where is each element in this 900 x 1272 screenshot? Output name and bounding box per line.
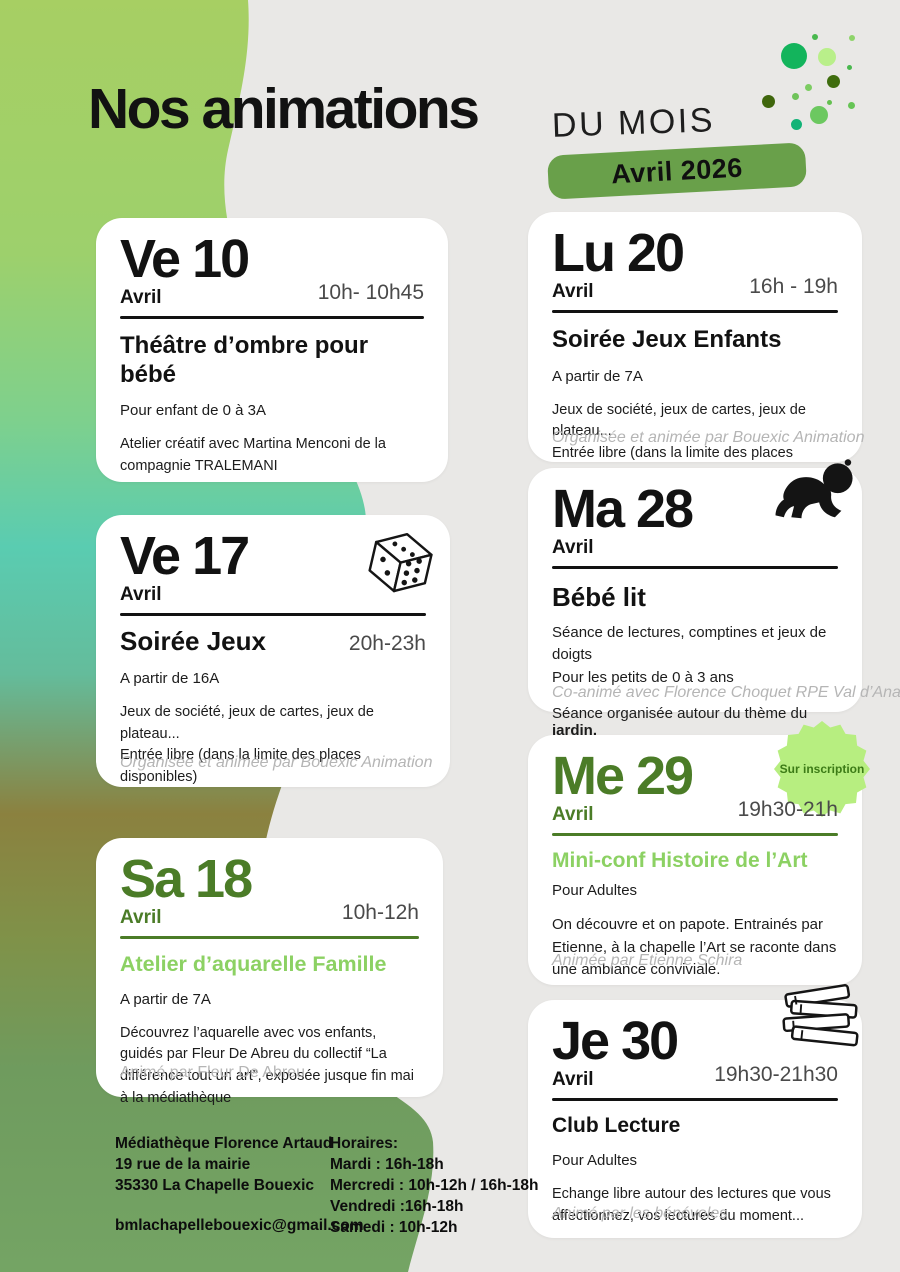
dot-icon: [848, 102, 855, 109]
event-time: 10h-12h: [341, 901, 419, 925]
hours-heading: Horaires:: [330, 1135, 399, 1152]
description-line: Jeux de société, jeux de cartes, jeux de…: [120, 703, 374, 742]
dot-icon: [762, 95, 775, 108]
event-day: Sa 18: [120, 849, 253, 909]
event-card-me29: Sur inscription Me 29 Avril 19h30-21h Mi…: [528, 721, 870, 985]
library-address-line1: 19 rue de la mairie: [115, 1156, 251, 1173]
event-day: Me 29: [552, 746, 694, 806]
divider: [552, 566, 838, 570]
event-title: Soirée Jeux: [120, 626, 266, 657]
event-month: Avril: [552, 804, 594, 826]
event-description: Jeux de société, jeux de cartes, jeux de…: [120, 702, 426, 789]
dot-icon: [791, 119, 802, 130]
event-title: Soirée Jeux Enfants: [552, 326, 782, 354]
event-day: Ma 28: [552, 479, 694, 539]
event-title: Bébé lit: [552, 582, 646, 613]
event-audience: A partir de 7A: [120, 990, 211, 1008]
event-credit: Organisée et animée par Bouexic Animatio…: [120, 754, 433, 771]
event-month: Avril: [120, 287, 162, 309]
event-month: Avril: [120, 907, 162, 929]
description-line: Pour les petits de 0 à 3 ans: [552, 668, 734, 686]
event-description: Découvrez l’aquarelle avec vos enfants, …: [120, 1024, 414, 1106]
divider: [552, 833, 838, 837]
page-title: Nos animations: [88, 77, 480, 141]
event-month: Avril: [120, 584, 162, 606]
event-credit: Animé par les bénévoles: [552, 1205, 728, 1222]
event-audience: A partir de 7A: [552, 367, 643, 385]
event-time: 19h30-21h30: [714, 1063, 838, 1087]
dot-icon: [810, 106, 828, 124]
event-description: Séance de lectures, comptines et jeux de…: [552, 622, 838, 690]
page-subtitle: DU MOIS: [551, 101, 716, 145]
description-line: Jeux de société, jeux de cartes, jeux de…: [552, 401, 806, 440]
registration-seal-icon: Sur inscription: [774, 721, 870, 817]
baby-icon: [775, 459, 853, 519]
event-credit: Animé par Fleur De Abreu: [120, 1064, 305, 1081]
dot-icon: [849, 35, 855, 41]
seal-label: Sur inscription: [780, 762, 865, 776]
event-audience: Pour Adultes: [552, 882, 638, 900]
hours-line: Mardi : 16h-18h: [330, 1156, 444, 1173]
description-line: Séance de lectures, comptines et jeux de…: [552, 623, 827, 664]
event-month: Avril: [552, 281, 594, 303]
month-badge-label: Avril 2026: [610, 152, 744, 189]
dot-icon: [792, 93, 799, 100]
library-name: Médiathèque Florence Artaud: [115, 1135, 333, 1152]
event-description: Atelier créatif avec Martina Menconi de …: [120, 435, 386, 474]
dot-icon: [812, 34, 818, 40]
event-card-lu20: Lu 20 Avril 16h - 19h Soirée Jeux Enfant…: [528, 212, 865, 483]
event-time: 16h - 19h: [749, 275, 838, 299]
event-card-je30: Je 30 Avril 19h30-21h30 Club Lecture Pou…: [528, 984, 862, 1238]
event-card-ma28: Ma 28 Avril Bébé lit Séance de lectures,…: [528, 459, 900, 739]
event-month: Avril: [552, 537, 594, 559]
dot-icon: [827, 100, 832, 105]
event-title: Club Lecture: [552, 1114, 681, 1138]
dot-icon: [781, 43, 807, 69]
dots-decoration: [755, 30, 865, 135]
event-credit: Animée par Etienne Schira: [552, 952, 743, 969]
event-audience: Pour enfant de 0 à 3A: [120, 401, 266, 419]
divider: [552, 310, 838, 314]
event-day: Je 30: [552, 1011, 679, 1071]
event-time: 19h30-21h: [737, 798, 838, 822]
event-description: Echange libre autour des lectures que vo…: [552, 1186, 831, 1224]
event-card-sa18: Sa 18 Avril 10h-12h Atelier d’aquarelle …: [96, 838, 443, 1106]
hours-line: Samedi : 10h-12h: [330, 1219, 458, 1236]
event-month: Avril: [552, 1069, 594, 1091]
event-card-ve17: Ve 17 Avril Soirée Jeux 20h-23h A partir…: [96, 515, 450, 787]
event-time: 10h- 10h45: [317, 281, 424, 305]
divider: [552, 1098, 838, 1102]
hours-line: Mercredi : 10h-12h / 16h-18h: [330, 1177, 539, 1194]
books-icon: [782, 984, 859, 1047]
theme-text: Séance organisée autour du thème du: [552, 705, 808, 723]
event-title: Mini-conf Histoire de l’Art: [552, 849, 808, 873]
event-credit: Organisée et animée par Bouexic Animatio…: [552, 429, 865, 446]
event-description: On découvre et on papote. Entrainés par …: [552, 916, 837, 979]
dot-icon: [847, 65, 852, 70]
event-credit: Co-animé avec Florence Choquet RPE Val d…: [552, 684, 900, 701]
event-card-ve10: Ve 10 Avril 10h- 10h45 Théâtre d’ombre p…: [96, 218, 448, 482]
description-line: Entrée libre (dans la limite des places …: [120, 747, 361, 786]
event-time: 20h-23h: [348, 632, 426, 656]
event-title: Théâtre d’ombre pour bébé: [120, 332, 369, 388]
event-audience: Pour Adultes: [552, 1152, 638, 1170]
event-day: Lu 20: [552, 223, 685, 283]
event-title: Atelier d’aquarelle Famille: [120, 952, 387, 977]
hours-line: Vendredi :16h-18h: [330, 1198, 464, 1215]
dot-icon: [805, 84, 812, 91]
divider: [120, 613, 426, 617]
dot-icon: [818, 48, 836, 66]
dot-icon: [827, 75, 840, 88]
opening-hours-block: Horaires: Mardi : 16h-18h Mercredi : 10h…: [330, 1133, 538, 1238]
dice-icon: [368, 533, 433, 593]
library-contact-block: Médiathèque Florence Artaud 19 rue de la…: [115, 1133, 364, 1236]
library-address-line2: 35330 La Chapelle Bouexic: [115, 1177, 315, 1194]
event-audience: A partir de 16A: [120, 669, 220, 687]
event-day: Ve 10: [120, 229, 250, 289]
divider: [120, 936, 419, 940]
divider: [120, 316, 424, 320]
library-email: bmlachapellebouexic@gmail.com: [115, 1217, 364, 1234]
event-day: Ve 17: [120, 526, 250, 586]
